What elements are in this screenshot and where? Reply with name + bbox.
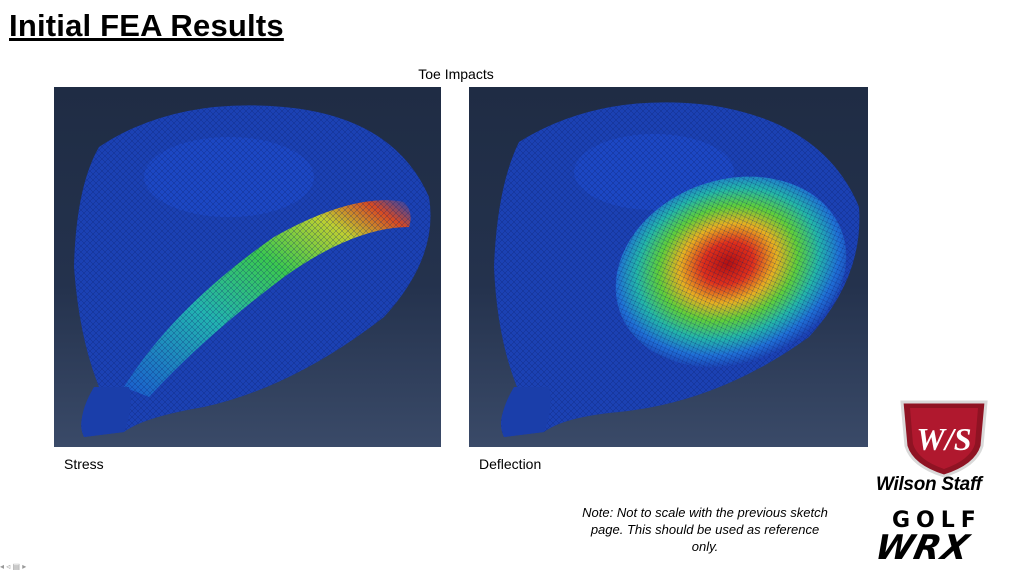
- slide-subtitle: Toe Impacts: [418, 66, 494, 82]
- deflection-image: [469, 87, 868, 447]
- wrx-wordmark: WRX: [871, 528, 974, 568]
- ws-badge-text: W/S: [916, 421, 971, 457]
- stress-image: [54, 87, 441, 447]
- stress-caption: Stress: [64, 456, 104, 472]
- slide-nav-controls[interactable]: ◂ ◃ ▤ ▸: [0, 562, 27, 571]
- deflection-caption: Deflection: [479, 456, 542, 472]
- wilson-staff-wordmark: Wilson Staff: [876, 474, 982, 495]
- wilson-staff-logo: W/S: [876, 398, 1012, 498]
- reference-note: Note: Not to scale with the previous ske…: [582, 505, 828, 554]
- golf-wordmark: GOLF: [892, 508, 982, 533]
- slide-title: Initial FEA Results: [9, 8, 284, 43]
